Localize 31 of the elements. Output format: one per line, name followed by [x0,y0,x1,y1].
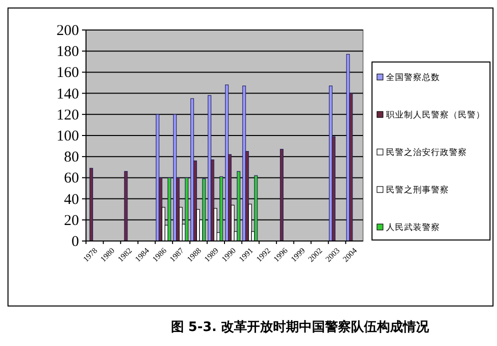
bar [90,168,94,242]
y-tick-label: 180 [56,44,79,60]
y-tick-label: 160 [56,65,79,82]
text: 图 5-3. 改革开放时期中国警察队伍构成情况 [170,319,430,335]
y-tick-label: 200 [56,23,79,39]
bar [124,171,128,242]
bar [242,86,246,242]
y-tick-label: 20 [64,212,79,229]
y-tick-label: 0 [72,234,79,250]
legend-label: 职业制人民警察（民警） [386,110,485,120]
bar [346,54,350,242]
y-tick-label: 120 [56,107,79,124]
y-tick-label: 40 [64,192,79,208]
y-tick-label: 60 [64,170,79,187]
legend-label: 民警之治安行政警察 [386,147,467,158]
bar [190,98,194,242]
bar [236,171,240,242]
x-tick-label: 1991 [237,246,255,264]
y-tick-label: 100 [56,128,79,144]
bar [220,176,224,242]
y-tick-label: 140 [56,86,79,102]
y-tick-label: 80 [64,150,79,166]
bar [184,177,188,242]
legend-label: 人民武装警察 [386,222,440,233]
bar [168,177,172,242]
bar [173,114,177,242]
legend-label: 民警之刑事警察 [386,184,449,196]
legend-label: 全国警察总数 [386,72,440,83]
bar [280,148,284,242]
bar [225,84,229,242]
bar [254,175,258,242]
